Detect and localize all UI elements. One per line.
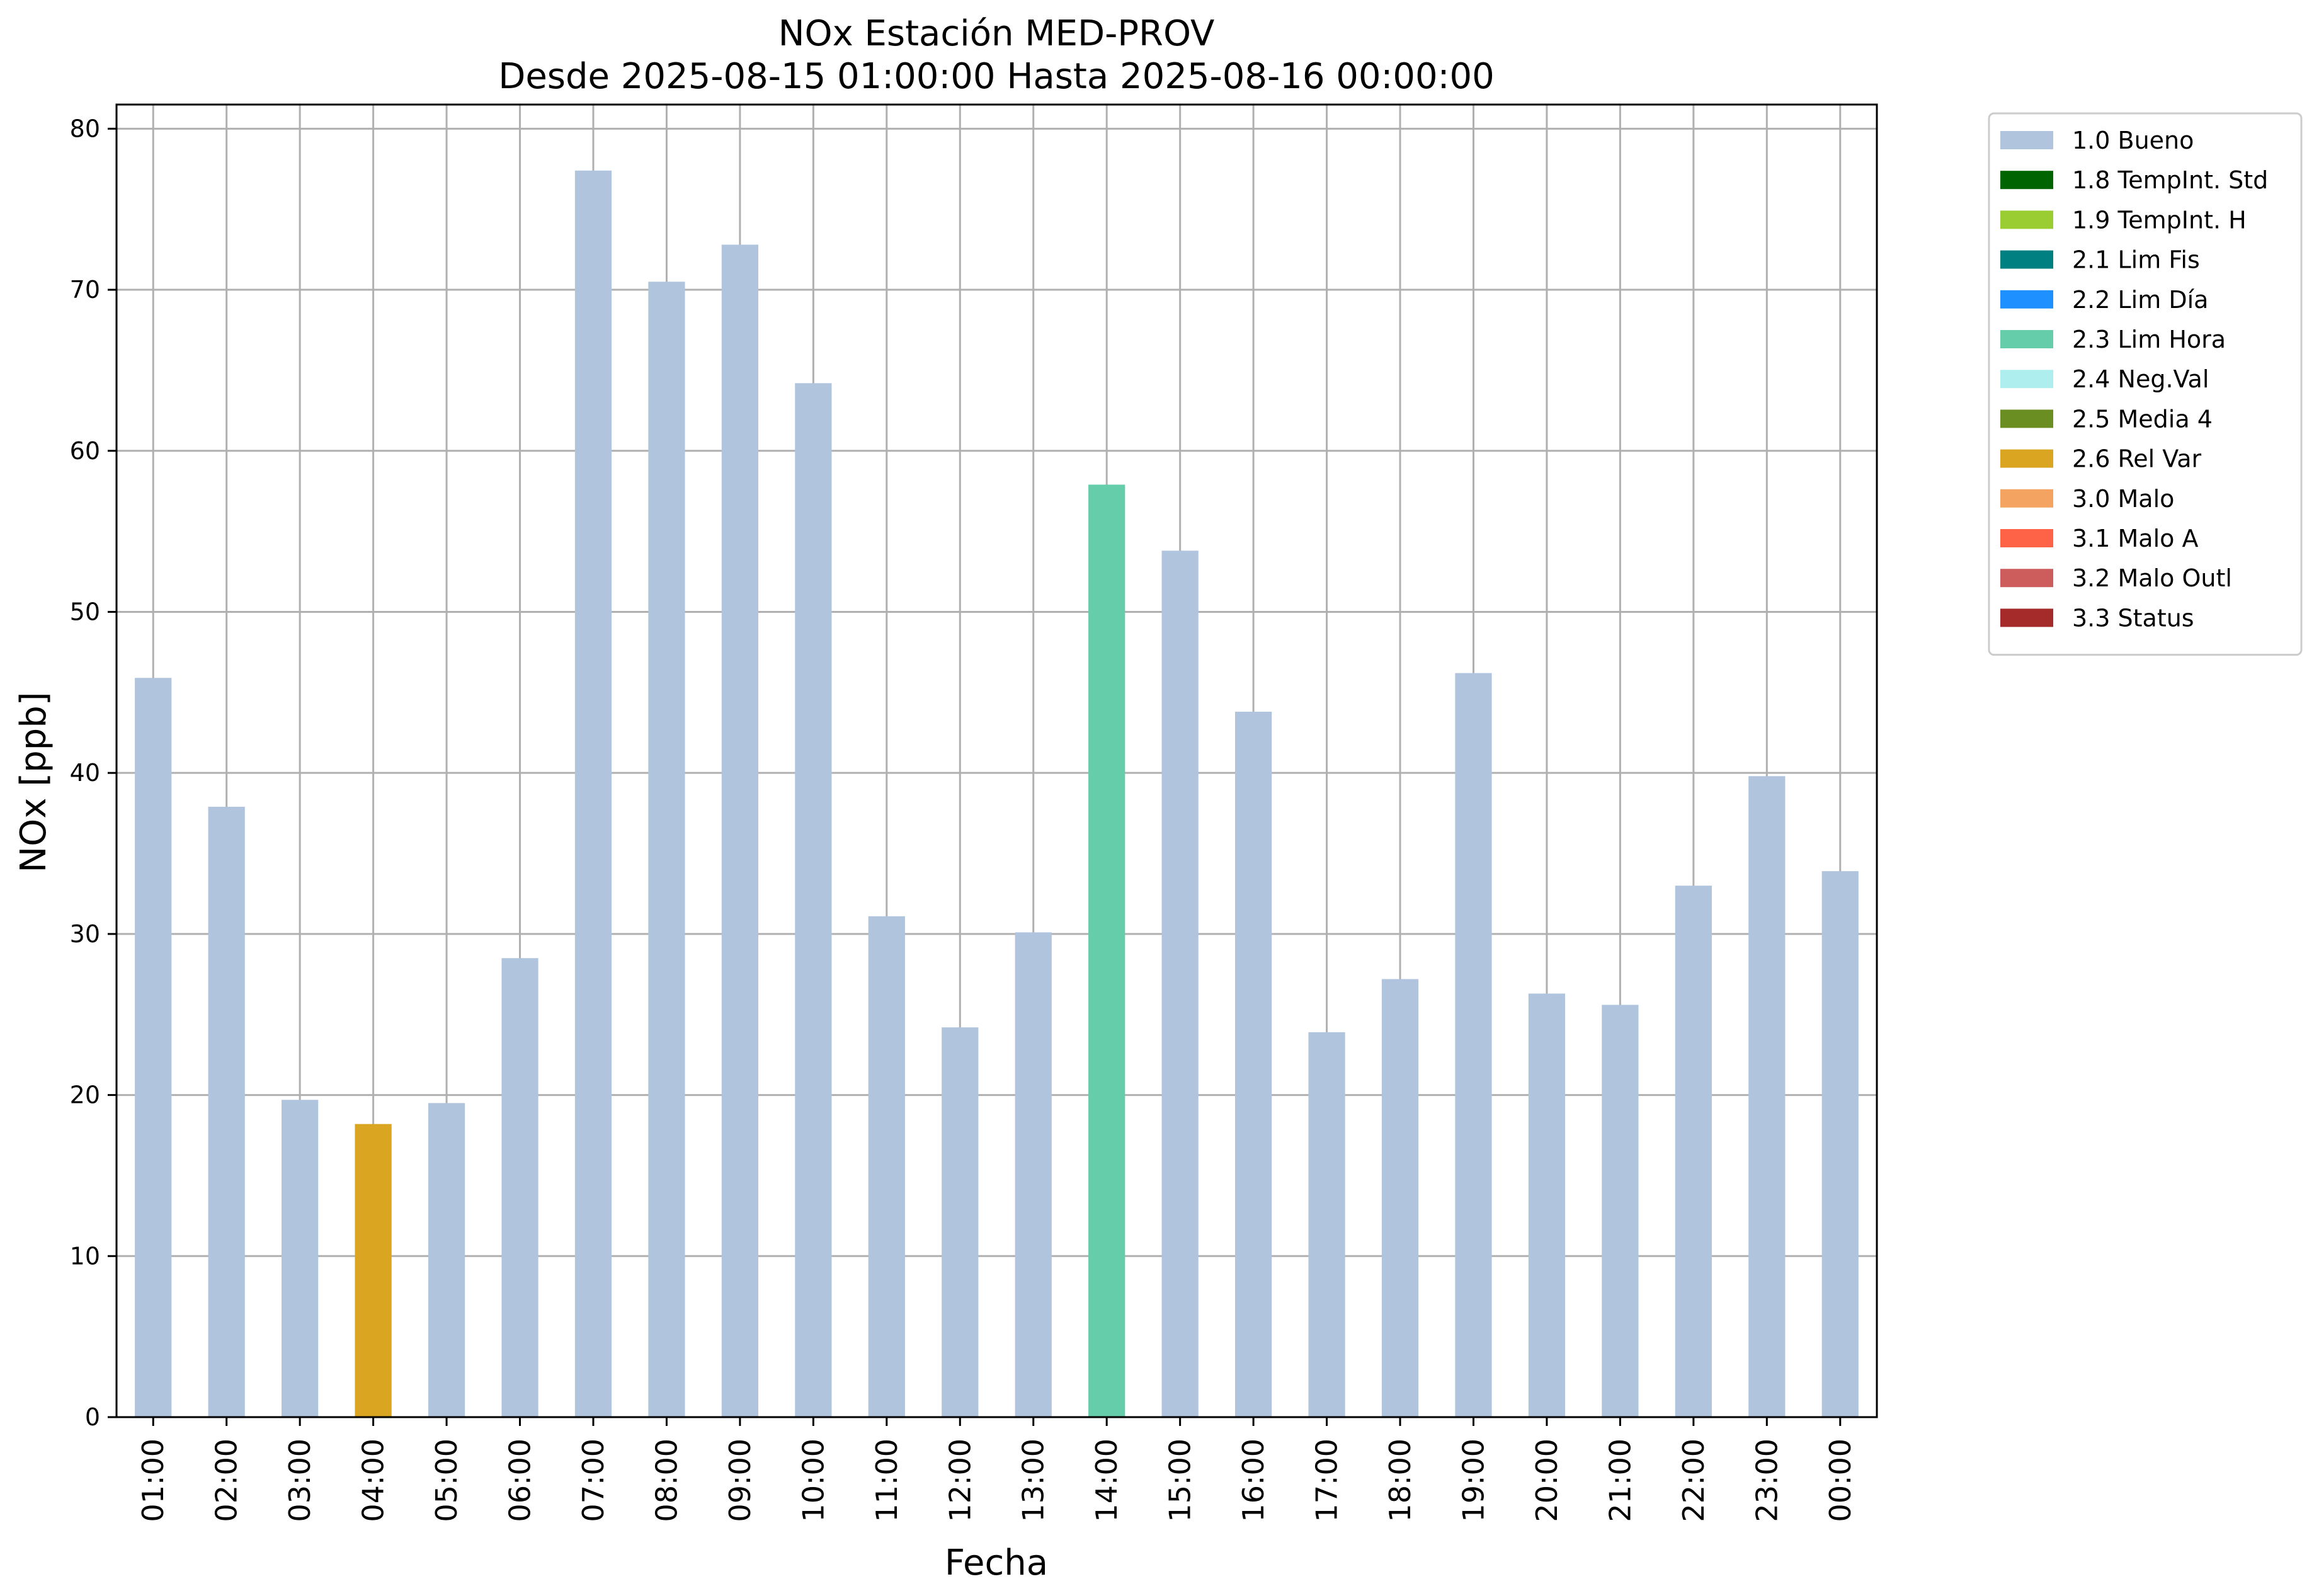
- legend-swatch: [2000, 131, 2053, 149]
- legend-swatch: [2000, 330, 2053, 348]
- y-tick-label: 50: [70, 598, 100, 625]
- x-tick-label: 03:00: [283, 1439, 317, 1522]
- bars: [135, 170, 1859, 1418]
- y-tick-label: 60: [70, 437, 100, 465]
- bar-0900: [721, 244, 759, 1417]
- x-tick-label: 07:00: [576, 1439, 610, 1522]
- legend-label: 3.1 Malo A: [2072, 525, 2198, 552]
- legend-swatch: [2000, 210, 2053, 229]
- legend-swatch: [2000, 409, 2053, 428]
- legend-swatch: [2000, 449, 2053, 468]
- bar-0600: [501, 958, 538, 1417]
- legend-swatch: [2000, 171, 2053, 190]
- bar-0400: [355, 1124, 392, 1417]
- x-axis-label: Fecha: [945, 1542, 1048, 1583]
- legend-label: 1.0 Bueno: [2072, 127, 2194, 154]
- legend-label: 3.0 Malo: [2072, 485, 2174, 513]
- bar-0700: [574, 170, 612, 1418]
- x-tick-label: 14:00: [1090, 1439, 1124, 1522]
- legend-swatch: [2000, 608, 2053, 627]
- legend-swatch: [2000, 250, 2053, 269]
- y-tick-label: 0: [85, 1403, 100, 1431]
- legend: 1.0 Bueno 1.8 TempInt. Std 1.9 TempInt. H 2…: [1988, 112, 2303, 656]
- bar-0200: [208, 806, 245, 1417]
- bar-1400: [1088, 484, 1125, 1417]
- y-tick-label: 10: [70, 1242, 100, 1270]
- legend-swatch: [2000, 290, 2053, 309]
- legend-label: 2.1 Lim Fis: [2072, 246, 2200, 274]
- y-tick-label: 80: [70, 115, 100, 142]
- x-axis: 01:00 02:00 03:00 04:00 05:00 06:00 07:00 08:00…: [136, 1417, 1857, 1522]
- legend-label: 2.5 Media 4: [2072, 405, 2213, 433]
- bar-1700: [1308, 1032, 1345, 1417]
- bar-1800: [1381, 979, 1419, 1417]
- bar-0500: [428, 1103, 465, 1417]
- bar-1900: [1455, 673, 1492, 1417]
- x-tick-label: 17:00: [1310, 1439, 1344, 1522]
- x-tick-label: 20:00: [1530, 1439, 1564, 1522]
- bar-2300: [1748, 776, 1786, 1417]
- x-tick-label: 18:00: [1383, 1439, 1417, 1522]
- x-tick-label: 13:00: [1017, 1439, 1051, 1522]
- x-tick-label: 22:00: [1677, 1439, 1711, 1522]
- y-tick-label: 20: [70, 1081, 100, 1109]
- x-tick-label: 05:00: [430, 1439, 464, 1522]
- legend-swatch: [2000, 489, 2053, 508]
- x-tick-label: 21:00: [1603, 1439, 1637, 1522]
- bar-1500: [1161, 550, 1199, 1417]
- legend-label: 3.2 Malo Outl: [2072, 564, 2232, 592]
- bar-1200: [942, 1027, 979, 1417]
- x-tick-label: 00:00: [1823, 1439, 1857, 1522]
- plot-frame: [115, 103, 1878, 1418]
- x-tick-label: 02:00: [210, 1439, 244, 1522]
- legend-label: 2.3 Lim Hora: [2072, 326, 2226, 353]
- bar-1300: [1015, 932, 1052, 1417]
- legend-label: 3.3 Status: [2072, 604, 2194, 632]
- bar-1100: [868, 916, 905, 1417]
- y-tick-label: 30: [70, 920, 100, 948]
- x-tick-label: 09:00: [723, 1439, 757, 1522]
- legend-label: 1.8 TempInt. Std: [2072, 166, 2268, 194]
- legend-swatch: [2000, 529, 2053, 547]
- legend-swatch: [2000, 370, 2053, 389]
- x-tick-label: 12:00: [943, 1439, 977, 1522]
- bar-1600: [1234, 712, 1272, 1417]
- y-tick-label: 40: [70, 759, 100, 787]
- chart-subtitle: Desde 2025-08-15 01:00:00 Hasta 2025-08-…: [498, 56, 1495, 97]
- x-tick-label: 11:00: [870, 1439, 904, 1522]
- legend-label: 2.4 Neg.Val: [2072, 365, 2209, 393]
- bar-0100: [135, 678, 172, 1417]
- x-tick-label: 15:00: [1163, 1439, 1197, 1522]
- x-tick-label: 06:00: [503, 1439, 537, 1522]
- bar-0000: [1821, 871, 1859, 1417]
- legend-label: 1.9 TempInt. H: [2072, 206, 2247, 234]
- chart-title: NOx Estación MED-PROV: [778, 13, 1215, 54]
- legend-swatch: [2000, 569, 2053, 588]
- bar-2200: [1675, 886, 1712, 1417]
- x-tick-label: 04:00: [356, 1439, 390, 1522]
- y-axis-label: NOx [ppb]: [13, 692, 54, 872]
- bar-2100: [1602, 1005, 1639, 1417]
- x-tick-label: 10:00: [796, 1439, 830, 1522]
- bar-0800: [648, 282, 685, 1417]
- bar-0300: [282, 1100, 319, 1417]
- x-tick-label: 23:00: [1750, 1439, 1784, 1522]
- y-tick-label: 70: [70, 276, 100, 304]
- legend-label: 2.6 Rel Var: [2072, 445, 2202, 473]
- x-tick-label: 01:00: [136, 1439, 170, 1522]
- x-tick-label: 19:00: [1456, 1439, 1490, 1522]
- bar-1000: [795, 383, 832, 1417]
- y-axis: 0 10 20 30 40 50 60 70 80: [70, 115, 117, 1431]
- legend-frame: [1988, 112, 2303, 656]
- bar-2000: [1528, 993, 1566, 1417]
- legend-label: 2.2 Lim Día: [2072, 286, 2208, 314]
- x-tick-label: 16:00: [1236, 1439, 1270, 1522]
- x-tick-label: 08:00: [649, 1439, 683, 1522]
